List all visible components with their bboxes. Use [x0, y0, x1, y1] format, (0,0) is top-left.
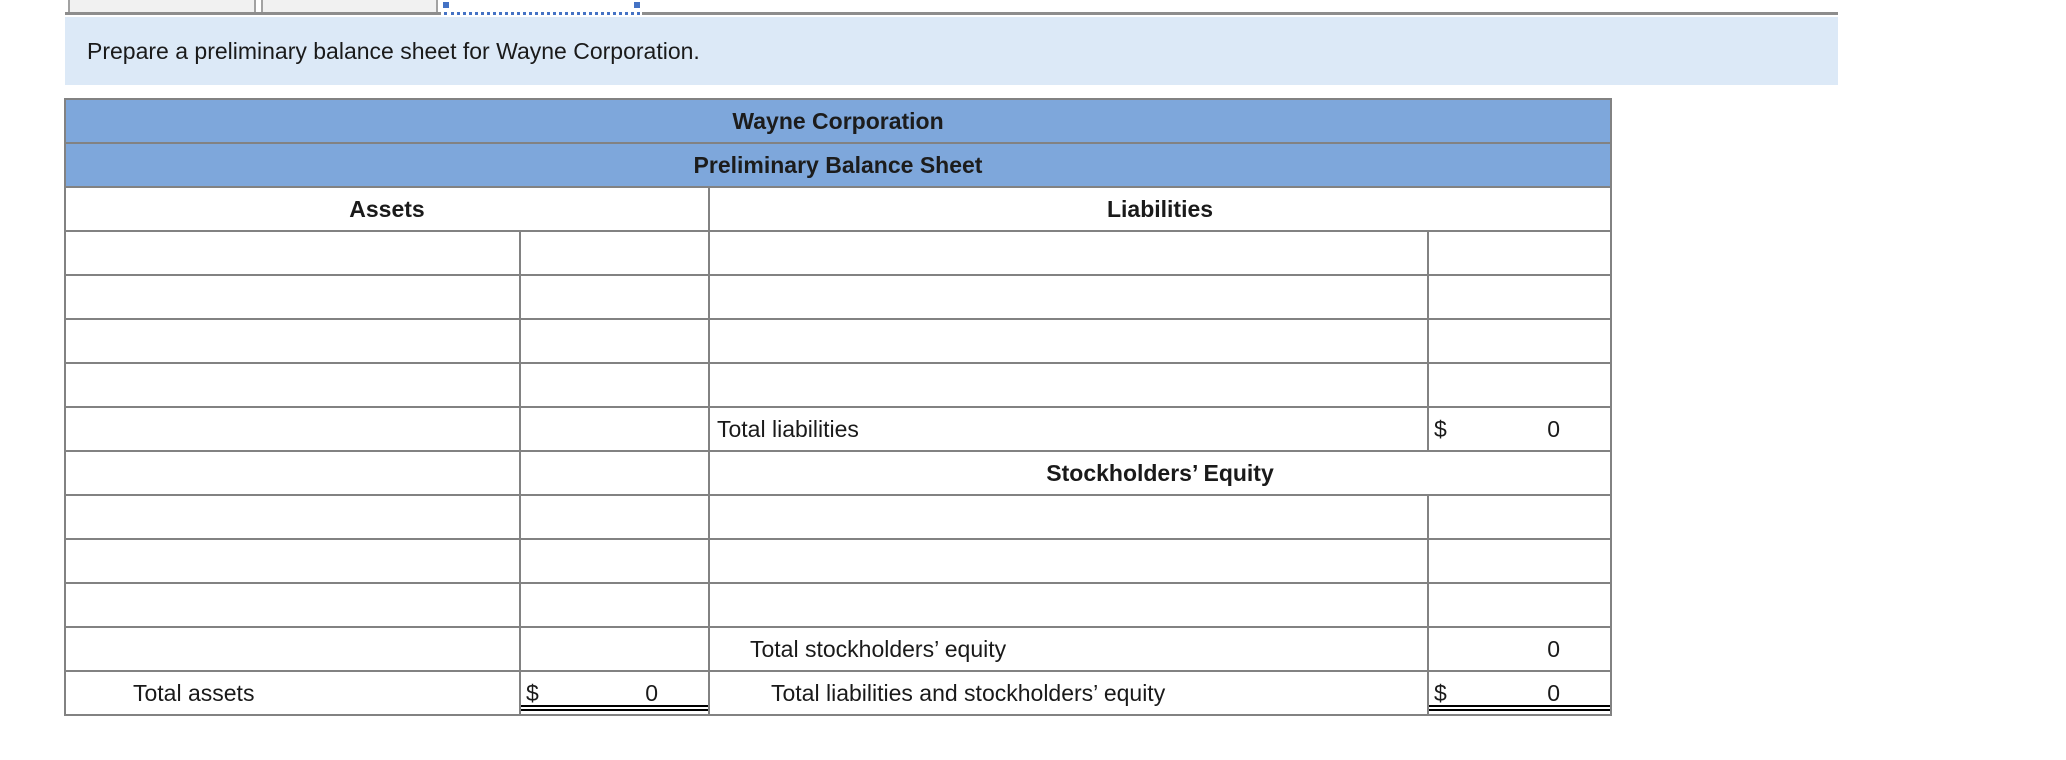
- total-stockholders-equity-amount: 0: [1426, 626, 1613, 672]
- table-row: [64, 538, 1613, 584]
- currency-symbol: $: [1434, 415, 1447, 442]
- sheet-title: Wayne Corporation: [63, 98, 1613, 144]
- total-assets-value: 0: [645, 679, 658, 706]
- total-liabilities-and-equity-amount: $ 0: [1426, 670, 1613, 716]
- total-liabilities-and-equity-label: Total liabilities and stockholders’ equi…: [708, 670, 1429, 716]
- total-assets-label: Total assets: [64, 670, 521, 716]
- sheet-subtitle: Preliminary Balance Sheet: [63, 142, 1613, 188]
- liability-label-input[interactable]: [708, 362, 1429, 408]
- balance-sheet-table: Wayne Corporation Preliminary Balance Sh…: [63, 98, 1613, 716]
- asset-label-input[interactable]: [64, 362, 521, 408]
- total-liabilities-value: 0: [1547, 415, 1561, 442]
- asset-amount-input[interactable]: [519, 362, 710, 408]
- liability-label-input[interactable]: [708, 274, 1429, 320]
- equity-amount-input[interactable]: [1426, 494, 1613, 540]
- liability-label-input[interactable]: [708, 230, 1429, 276]
- equity-label-input[interactable]: [708, 582, 1429, 628]
- table-row: [64, 494, 1613, 540]
- asset-amount-input[interactable]: [519, 406, 710, 452]
- table-row: [64, 582, 1613, 628]
- tab-1[interactable]: [68, 0, 256, 12]
- total-liabilities-amount: $ 0: [1426, 406, 1613, 452]
- table-row: [64, 318, 1613, 364]
- table-row: [64, 230, 1613, 276]
- asset-label-input[interactable]: [64, 406, 521, 452]
- table-row: Total stockholders’ equity 0: [64, 626, 1613, 672]
- active-tab-focus-outline: [444, 12, 640, 15]
- asset-amount-input[interactable]: [519, 318, 710, 364]
- asset-label-input[interactable]: [64, 318, 521, 364]
- focus-handle-left-icon: [443, 2, 449, 8]
- asset-amount-input[interactable]: [519, 230, 710, 276]
- asset-label-input[interactable]: [64, 274, 521, 320]
- table-row: Total liabilities $ 0: [64, 406, 1613, 452]
- asset-label-input[interactable]: [64, 626, 521, 672]
- equity-label-input[interactable]: [708, 494, 1429, 540]
- total-stockholders-equity-label: Total stockholders’ equity: [708, 626, 1429, 672]
- asset-label-input[interactable]: [64, 582, 521, 628]
- table-row: Total assets $ 0 Total liabilities and s…: [64, 670, 1613, 716]
- asset-amount-input[interactable]: [519, 582, 710, 628]
- asset-amount-input[interactable]: [519, 450, 710, 496]
- equity-section-header: Stockholders’ Equity: [707, 450, 1613, 496]
- liability-label-input[interactable]: [708, 318, 1429, 364]
- asset-amount-input[interactable]: [519, 274, 710, 320]
- table-row: Stockholders’ Equity: [64, 450, 1613, 496]
- tab-strip-divider: [642, 12, 1838, 15]
- asset-amount-input[interactable]: [519, 626, 710, 672]
- asset-label-input[interactable]: [64, 230, 521, 276]
- currency-symbol: $: [526, 679, 539, 706]
- total-stockholders-equity-value: 0: [1547, 635, 1561, 662]
- table-row: [64, 274, 1613, 320]
- total-liabilities-label: Total liabilities: [708, 406, 1429, 452]
- table-row: [64, 362, 1613, 408]
- liability-amount-input[interactable]: [1426, 362, 1613, 408]
- tab-strip-divider: [65, 12, 441, 15]
- double-rule: [1430, 705, 1610, 711]
- equity-amount-input[interactable]: [1426, 538, 1613, 584]
- equity-amount-input[interactable]: [1426, 582, 1613, 628]
- liability-amount-input[interactable]: [1426, 318, 1613, 364]
- tab-3-active[interactable]: [441, 0, 642, 12]
- total-liabilities-and-equity-value: 0: [1547, 679, 1561, 706]
- instruction-text: Prepare a preliminary balance sheet for …: [87, 37, 700, 64]
- liability-amount-input[interactable]: [1426, 274, 1613, 320]
- assets-header: Assets: [64, 186, 710, 232]
- double-rule: [522, 705, 707, 711]
- focus-handle-right-icon: [634, 2, 640, 8]
- instruction-banner: Prepare a preliminary balance sheet for …: [65, 17, 1838, 85]
- asset-label-input[interactable]: [64, 450, 521, 496]
- currency-symbol: $: [1434, 679, 1447, 706]
- equity-label-input[interactable]: [708, 538, 1429, 584]
- tab-2[interactable]: [261, 0, 438, 12]
- liability-amount-input[interactable]: [1426, 230, 1613, 276]
- liabilities-header: Liabilities: [707, 186, 1613, 232]
- asset-amount-input[interactable]: [519, 494, 710, 540]
- asset-label-input[interactable]: [64, 538, 521, 584]
- asset-amount-input[interactable]: [519, 538, 710, 584]
- asset-label-input[interactable]: [64, 494, 521, 540]
- total-assets-amount: $ 0: [519, 670, 710, 716]
